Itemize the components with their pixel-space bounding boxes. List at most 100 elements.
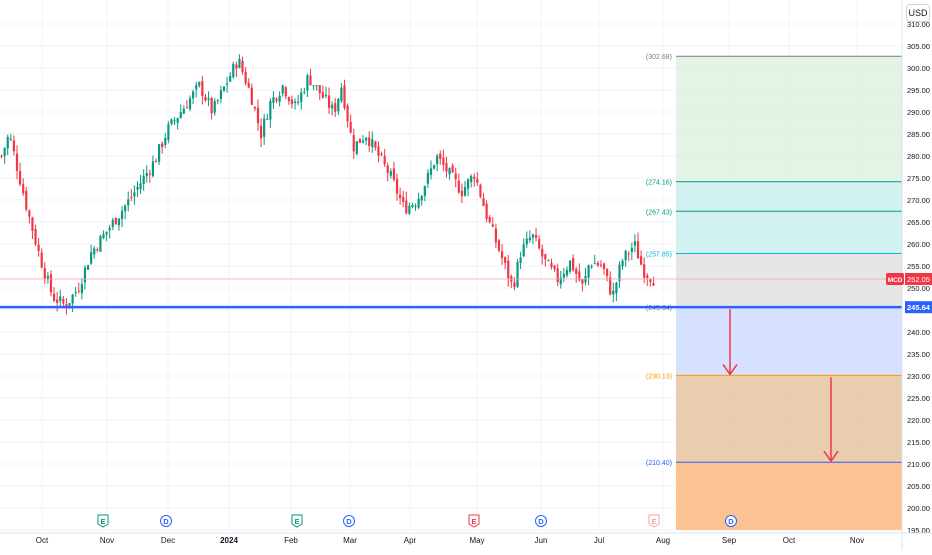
time-tick-label: Nov xyxy=(850,536,864,545)
candle-body xyxy=(269,100,272,120)
target-arrows xyxy=(722,309,839,463)
candle-body xyxy=(256,107,260,124)
candle-body xyxy=(281,85,284,94)
candle-body xyxy=(102,233,105,239)
event-marker-letter: E xyxy=(651,517,656,526)
price-tick-label: 265.00 xyxy=(907,218,930,227)
earnings-icon xyxy=(97,514,109,528)
candlesticks xyxy=(0,54,655,315)
time-tick-label: Jul xyxy=(594,536,604,545)
candle-body xyxy=(525,238,528,245)
candle-body xyxy=(250,87,253,105)
candle-body xyxy=(179,112,182,118)
candle-body xyxy=(77,290,80,292)
candle-body xyxy=(556,268,559,282)
candle-body xyxy=(247,82,250,88)
candle-body xyxy=(145,173,148,177)
candle-body xyxy=(547,260,550,262)
candle-body xyxy=(321,92,324,98)
candle-body xyxy=(99,236,102,252)
price-tick-label: 275.00 xyxy=(907,174,930,183)
candle-body xyxy=(494,228,497,243)
candle-body xyxy=(158,144,161,162)
candle-body xyxy=(284,87,287,97)
candle-body xyxy=(287,97,290,102)
candle-body xyxy=(139,183,142,190)
candle-body xyxy=(395,178,399,194)
candle-body xyxy=(117,218,121,226)
event-marker-letter: D xyxy=(346,517,352,526)
candle-body xyxy=(46,275,49,280)
candle-body xyxy=(235,64,238,69)
candle-body xyxy=(513,282,516,288)
dividend-icon xyxy=(725,515,737,527)
candle-body xyxy=(352,135,355,152)
candle-body xyxy=(522,244,525,257)
candle-body xyxy=(639,256,643,265)
reference-lines xyxy=(0,278,902,309)
candle-body xyxy=(315,85,318,87)
candle-body xyxy=(43,268,46,279)
symbol-badge-text: MCD xyxy=(888,277,903,284)
candle-body xyxy=(621,260,624,267)
candle-body xyxy=(448,168,451,175)
support-price-badge-text: 245.64 xyxy=(907,303,931,312)
candle-body xyxy=(408,205,411,214)
candle-body xyxy=(201,80,204,96)
candle-body xyxy=(374,141,377,148)
candle-body xyxy=(52,293,56,301)
price-tick-label: 225.00 xyxy=(907,394,930,403)
candle-body xyxy=(6,137,9,149)
candle-body xyxy=(324,94,328,97)
candle-body xyxy=(652,283,655,286)
dividend-icon xyxy=(343,515,355,527)
candle-body xyxy=(473,176,476,179)
candle-body xyxy=(463,187,467,196)
candle-body xyxy=(90,252,93,264)
candle-body xyxy=(244,72,247,84)
candle-body xyxy=(9,138,12,140)
candle-body xyxy=(466,179,470,189)
candle-body xyxy=(309,75,312,86)
candle-body xyxy=(312,85,315,87)
currency-selector[interactable]: USD xyxy=(906,4,930,22)
candle-body xyxy=(516,261,519,287)
candle-body xyxy=(380,153,383,155)
candle-body xyxy=(272,97,275,103)
candle-body xyxy=(436,155,439,165)
candle-body xyxy=(386,165,389,174)
price-tick-label: 290.00 xyxy=(907,108,930,117)
candle-body xyxy=(192,91,195,99)
candle-body xyxy=(133,192,136,197)
projection-zone xyxy=(676,181,902,254)
projection-zone xyxy=(676,375,902,463)
candle-body xyxy=(541,248,544,257)
candle-body xyxy=(646,275,649,278)
candle-body xyxy=(504,257,507,263)
candle-body xyxy=(59,296,62,302)
candle-body xyxy=(111,219,114,228)
candle-body xyxy=(0,155,3,157)
price-tick-label: 200.00 xyxy=(907,504,930,513)
candle-body xyxy=(161,143,164,148)
candle-body xyxy=(173,120,176,122)
candle-body xyxy=(383,155,386,165)
candle-body xyxy=(371,139,374,148)
candle-body xyxy=(297,101,300,103)
candle-body xyxy=(334,103,337,112)
candle-body xyxy=(105,231,108,235)
candle-body xyxy=(293,101,297,104)
price-tick-label: 300.00 xyxy=(907,64,930,73)
support-price-badge xyxy=(905,301,932,314)
candle-body xyxy=(402,196,405,202)
time-tick-label: Aug xyxy=(656,536,670,545)
candle-body xyxy=(572,258,575,271)
earnings-icon xyxy=(468,514,480,528)
time-tick-label: Apr xyxy=(404,536,417,545)
candle-body xyxy=(596,262,599,266)
candle-body xyxy=(238,58,241,68)
time-tick-label: May xyxy=(469,536,484,545)
candle-body xyxy=(544,254,547,260)
